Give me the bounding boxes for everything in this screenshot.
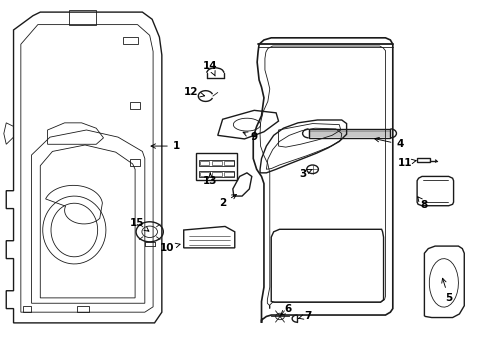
Text: 5: 5 bbox=[441, 278, 451, 303]
Text: 14: 14 bbox=[203, 61, 217, 76]
Text: 10: 10 bbox=[159, 243, 180, 253]
Text: 15: 15 bbox=[130, 218, 148, 231]
Text: 11: 11 bbox=[397, 158, 415, 168]
Text: 2: 2 bbox=[219, 194, 236, 208]
Text: 7: 7 bbox=[298, 311, 311, 321]
Text: 4: 4 bbox=[374, 138, 403, 149]
Text: 12: 12 bbox=[183, 87, 204, 98]
Text: 3: 3 bbox=[299, 168, 311, 179]
Text: 13: 13 bbox=[203, 173, 217, 186]
Text: 8: 8 bbox=[417, 197, 427, 210]
Text: 1: 1 bbox=[151, 141, 180, 151]
Text: 6: 6 bbox=[280, 303, 291, 315]
Text: 9: 9 bbox=[243, 132, 257, 142]
